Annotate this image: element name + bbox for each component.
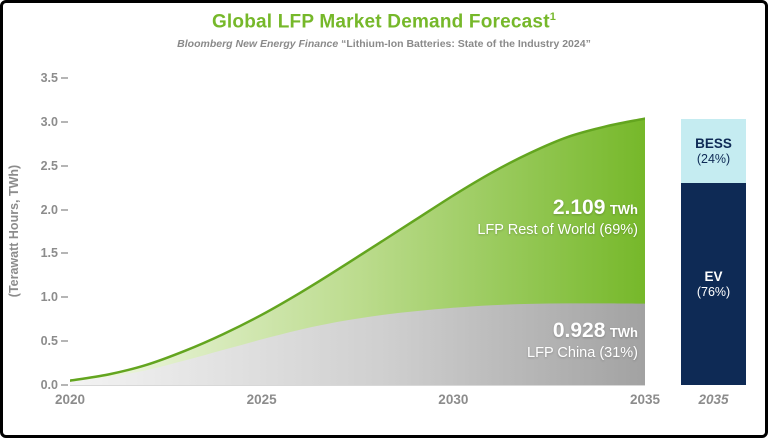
y-tick-label: 3.5 bbox=[40, 71, 58, 85]
y-tick-label: 2.0 bbox=[40, 202, 58, 217]
x-tick-label: 2025 bbox=[246, 392, 277, 407]
y-tick-mark bbox=[61, 120, 68, 123]
y-tick-mark bbox=[61, 384, 68, 386]
stacked-area-chart bbox=[70, 117, 645, 385]
title-footnote-marker: 1 bbox=[549, 11, 557, 23]
bar-segment-ev: EV (76%) bbox=[681, 182, 746, 385]
china-label: LFP China (31%) bbox=[527, 345, 638, 361]
row-value: 2.109 bbox=[552, 196, 606, 219]
y-tick-label: 1.5 bbox=[40, 246, 58, 261]
bar-segment-percent: (76%) bbox=[696, 284, 731, 299]
y-tick-mark bbox=[61, 340, 68, 343]
y-tick-mark bbox=[61, 252, 68, 255]
bar-segment-bess: BESS (24%) bbox=[681, 118, 746, 183]
x-tick-label: 2035 bbox=[629, 392, 661, 407]
china-unit: TWh bbox=[609, 325, 638, 340]
chart-title: Global LFP Market Demand Forecast1 bbox=[0, 11, 768, 33]
y-tick-label: 2.5 bbox=[40, 158, 58, 173]
bar-segment-name: EV bbox=[704, 268, 723, 284]
y-axis-label: (Terawatt Hours, TWh) bbox=[7, 164, 21, 298]
y-tick-mark bbox=[61, 77, 68, 79]
bar-segment-percent: (24%) bbox=[696, 151, 731, 166]
y-tick-label: 3.0 bbox=[40, 114, 58, 129]
x-tick-label: 2020 bbox=[54, 392, 86, 407]
chart-title-text: Global LFP Market Demand Forecast bbox=[211, 11, 550, 33]
x-tick-label: 2030 bbox=[438, 392, 469, 407]
bar-segment-name: BESS bbox=[695, 135, 732, 151]
x-axis-baseline bbox=[70, 385, 645, 386]
subtitle-source: Bloomberg New Energy Finance bbox=[177, 38, 339, 50]
y-tick-mark bbox=[61, 164, 68, 167]
y-tick-label: 0.0 bbox=[40, 378, 58, 392]
2035-split-bar: BESS (24%) EV (76%) bbox=[681, 118, 746, 385]
y-tick-mark bbox=[61, 208, 68, 211]
row-unit: TWh bbox=[609, 202, 638, 217]
total-curve-edge bbox=[70, 117, 645, 382]
annotation-rest-of-world: 2.109 TWh LFP Rest of World (69%) bbox=[348, 196, 638, 240]
area-china bbox=[70, 303, 645, 385]
y-tick-mark bbox=[61, 296, 68, 299]
y-tick-label: 1.0 bbox=[40, 290, 58, 305]
subtitle-report: “Lithium-Ion Batteries: State of the Ind… bbox=[341, 38, 591, 50]
annotation-china: 0.928 TWh LFP China (31%) bbox=[358, 319, 638, 363]
bar-x-tick-2035: 2035 bbox=[698, 392, 729, 407]
chart-subtitle: Bloomberg New Energy Finance “Lithium-Io… bbox=[0, 38, 768, 50]
y-tick-label: 0.5 bbox=[40, 334, 58, 349]
china-value: 0.928 bbox=[552, 319, 606, 342]
row-label: LFP Rest of World (69%) bbox=[477, 222, 638, 238]
